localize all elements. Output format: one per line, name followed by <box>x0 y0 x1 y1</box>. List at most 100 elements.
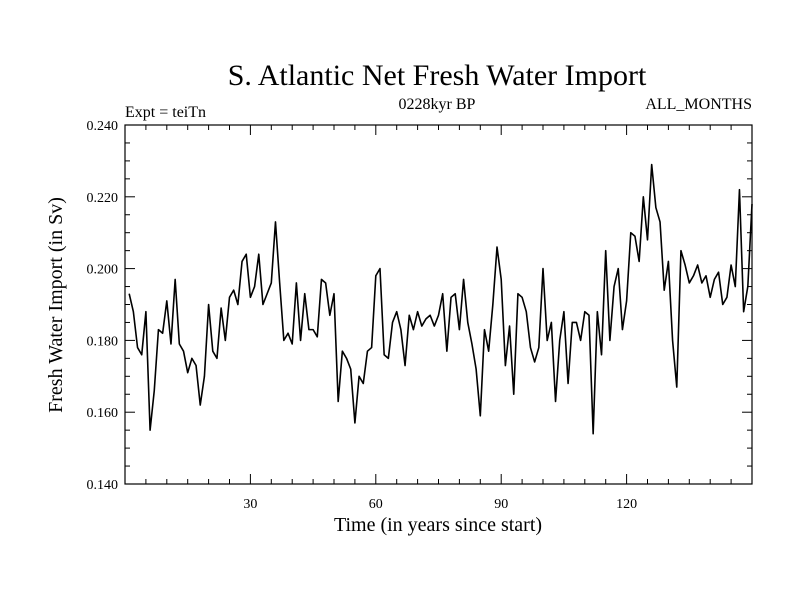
data-point <box>199 404 201 406</box>
chart-title: S. Atlantic Net Fresh Water Import <box>228 59 647 92</box>
data-point <box>350 368 352 370</box>
experiment-label: Expt = teiTn <box>125 104 206 121</box>
data-point <box>525 311 527 313</box>
data-point <box>701 282 703 284</box>
data-point <box>421 325 423 327</box>
data-point <box>271 282 273 284</box>
data-point <box>747 286 749 288</box>
y-tick-label: 0.200 <box>87 263 119 278</box>
data-point <box>480 415 482 417</box>
data-point <box>291 343 293 345</box>
data-point <box>571 322 573 324</box>
data-point <box>325 282 327 284</box>
data-point <box>225 340 227 342</box>
data-point <box>705 275 707 277</box>
data-point <box>488 350 490 352</box>
data-point <box>233 289 235 291</box>
data-point <box>158 329 160 331</box>
data-point <box>195 365 197 367</box>
data-point <box>659 221 661 223</box>
data-point <box>212 350 214 352</box>
data-point <box>651 164 653 166</box>
data-point <box>417 311 419 313</box>
y-tick-label: 0.220 <box>87 191 119 206</box>
data-point <box>534 361 536 363</box>
data-point <box>643 196 645 198</box>
data-point <box>216 358 218 360</box>
data-point <box>609 340 611 342</box>
y-tick-label: 0.240 <box>87 119 119 134</box>
data-point <box>383 354 385 356</box>
data-point <box>166 300 168 302</box>
data-point <box>538 347 540 349</box>
data-point <box>567 383 569 385</box>
data-point <box>262 304 264 306</box>
x-tick-label: 120 <box>616 497 637 512</box>
data-point <box>425 318 427 320</box>
data-point <box>676 386 678 388</box>
data-point <box>283 340 285 342</box>
data-point <box>137 347 139 349</box>
data-point <box>576 322 578 324</box>
data-point <box>471 343 473 345</box>
data-point <box>542 268 544 270</box>
data-point <box>638 261 640 263</box>
data-point <box>475 368 477 370</box>
data-point <box>672 340 674 342</box>
data-point <box>237 304 239 306</box>
data-point <box>513 393 515 395</box>
data-point <box>592 433 594 435</box>
data-point <box>392 322 394 324</box>
x-tick-label: 90 <box>494 497 508 512</box>
data-point <box>187 372 189 374</box>
data-point <box>505 365 507 367</box>
data-point <box>546 340 548 342</box>
data-point <box>304 293 306 295</box>
data-point <box>245 253 247 255</box>
data-point <box>739 189 741 191</box>
data-point <box>668 261 670 263</box>
data-point <box>718 271 720 273</box>
data-point <box>346 358 348 360</box>
data-point <box>450 297 452 299</box>
data-point <box>630 232 632 234</box>
data-point <box>312 329 314 331</box>
data-point <box>300 340 302 342</box>
y-axis-label: Fresh Water Import (in Sv) <box>45 197 67 413</box>
data-point <box>655 207 657 209</box>
data-point <box>722 304 724 306</box>
data-point <box>684 264 686 266</box>
data-point <box>517 293 519 295</box>
data-point <box>709 297 711 299</box>
data-point <box>647 239 649 241</box>
data-point <box>551 322 553 324</box>
x-axis-label: Time (in years since start) <box>334 514 542 536</box>
data-point <box>191 358 193 360</box>
data-point <box>601 354 603 356</box>
data-point <box>241 261 243 263</box>
data-point <box>220 307 222 309</box>
y-tick-label: 0.180 <box>87 334 119 349</box>
data-point <box>375 275 377 277</box>
data-point <box>530 347 532 349</box>
data-point <box>287 332 289 334</box>
data-point <box>588 314 590 316</box>
data-point <box>626 300 628 302</box>
data-point <box>492 304 494 306</box>
data-point <box>275 221 277 223</box>
data-point <box>229 297 231 299</box>
data-point <box>145 311 147 313</box>
data-point <box>730 264 732 266</box>
data-point <box>321 279 323 281</box>
data-point <box>559 340 561 342</box>
data-point <box>617 268 619 270</box>
data-point <box>337 401 339 403</box>
data-point <box>358 376 360 378</box>
data-point <box>714 279 716 281</box>
data-point <box>521 297 523 299</box>
data-point <box>459 329 461 331</box>
x-tick-label: 30 <box>243 497 257 512</box>
data-point <box>128 293 130 295</box>
data-point <box>408 314 410 316</box>
